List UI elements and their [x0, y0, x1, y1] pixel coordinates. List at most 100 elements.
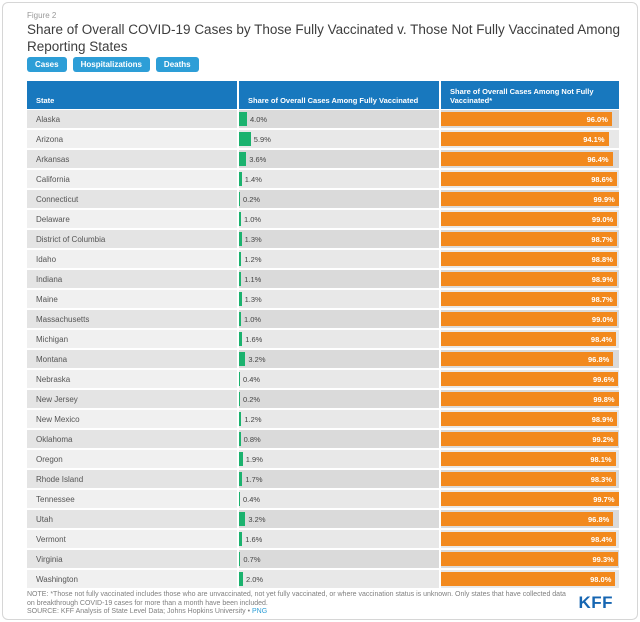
not-fully-vaccinated-bar: 98.9%	[441, 272, 617, 286]
fully-vaccinated-bar-track: 0.2%	[239, 190, 439, 208]
not-fully-vaccinated-bar-track: 99.9%	[441, 190, 619, 208]
tab-hospitalizations[interactable]: Hospitalizations	[72, 57, 150, 72]
state-name: Oregon	[27, 450, 237, 468]
state-name: Oklahoma	[27, 430, 237, 448]
state-name: District of Columbia	[27, 230, 237, 248]
table-row: Massachusetts 1.0% 99.0%	[27, 310, 619, 328]
fully-vaccinated-value: 1.0%	[244, 314, 262, 324]
fully-vaccinated-bar	[239, 272, 242, 286]
fully-vaccinated-bar	[239, 552, 241, 566]
not-fully-vaccinated-bar-track: 98.7%	[441, 230, 619, 248]
state-name: Arizona	[27, 130, 237, 148]
table-row: Delaware 1.0% 99.0%	[27, 210, 619, 228]
column-header-fully-vaccinated: Share of Overall Cases Among Fully Vacci…	[239, 81, 439, 109]
table-row: Arkansas 3.6% 96.4%	[27, 150, 619, 168]
fully-vaccinated-value: 1.4%	[244, 174, 262, 184]
table-row: Indiana 1.1% 98.9%	[27, 270, 619, 288]
not-fully-vaccinated-bar: 99.6%	[441, 372, 619, 386]
fully-vaccinated-value: 1.1%	[244, 274, 262, 284]
not-fully-vaccinated-bar: 99.9%	[441, 192, 619, 206]
tab-deaths[interactable]: Deaths	[155, 57, 199, 72]
table-row: Idaho 1.2% 98.8%	[27, 250, 619, 268]
state-name: New Jersey	[27, 390, 237, 408]
state-name: Connecticut	[27, 190, 237, 208]
state-name: Nebraska	[27, 370, 237, 388]
not-fully-vaccinated-bar: 98.7%	[441, 232, 617, 246]
state-name: Alaska	[27, 110, 237, 128]
fully-vaccinated-value: 0.2%	[243, 194, 261, 204]
not-fully-vaccinated-bar-track: 98.6%	[441, 170, 619, 188]
fully-vaccinated-bar-track: 1.1%	[239, 270, 439, 288]
fully-vaccinated-bar	[239, 512, 246, 526]
fully-vaccinated-value: 0.7%	[243, 554, 261, 564]
fully-vaccinated-bar-track: 0.4%	[239, 370, 439, 388]
not-fully-vaccinated-bar-track: 99.8%	[441, 390, 619, 408]
table-row: District of Columbia 1.3% 98.7%	[27, 230, 619, 248]
fully-vaccinated-value: 3.6%	[249, 154, 267, 164]
fully-vaccinated-value: 3.2%	[248, 514, 266, 524]
fully-vaccinated-bar-track: 1.2%	[239, 250, 439, 268]
not-fully-vaccinated-bar-track: 99.0%	[441, 310, 619, 328]
fully-vaccinated-bar	[239, 352, 246, 366]
not-fully-vaccinated-bar-track: 99.6%	[441, 370, 619, 388]
not-fully-vaccinated-bar: 98.4%	[441, 332, 617, 346]
fully-vaccinated-bar-track: 1.2%	[239, 410, 439, 428]
not-fully-vaccinated-bar-track: 99.3%	[441, 550, 619, 568]
not-fully-vaccinated-bar-track: 98.4%	[441, 530, 619, 548]
state-name: Massachusetts	[27, 310, 237, 328]
fully-vaccinated-value: 5.9%	[253, 134, 271, 144]
not-fully-vaccinated-bar: 99.3%	[441, 552, 618, 566]
fully-vaccinated-value: 1.3%	[244, 234, 262, 244]
fully-vaccinated-value: 1.9%	[245, 454, 263, 464]
not-fully-vaccinated-bar: 98.6%	[441, 172, 617, 186]
table-row: Oklahoma 0.8% 99.2%	[27, 430, 619, 448]
table-row: Maine 1.3% 98.7%	[27, 290, 619, 308]
state-name: Indiana	[27, 270, 237, 288]
table-row: Arizona 5.9% 94.1%	[27, 130, 619, 148]
fully-vaccinated-bar-track: 3.2%	[239, 350, 439, 368]
table-row: Washington 2.0% 98.0%	[27, 570, 619, 588]
fully-vaccinated-bar-track: 1.0%	[239, 210, 439, 228]
fully-vaccinated-value: 1.2%	[244, 254, 262, 264]
not-fully-vaccinated-bar: 96.0%	[441, 112, 612, 126]
fully-vaccinated-bar	[239, 572, 243, 586]
state-name: Maine	[27, 290, 237, 308]
fully-vaccinated-bar-track: 0.8%	[239, 430, 439, 448]
fully-vaccinated-bar	[239, 292, 242, 306]
fully-vaccinated-bar-track: 1.3%	[239, 290, 439, 308]
kff-logo[interactable]: KFF	[578, 593, 613, 612]
not-fully-vaccinated-bar-track: 96.8%	[441, 510, 619, 528]
fully-vaccinated-value: 0.4%	[243, 494, 261, 504]
not-fully-vaccinated-bar: 98.8%	[441, 252, 617, 266]
table-row: Connecticut 0.2% 99.9%	[27, 190, 619, 208]
not-fully-vaccinated-bar: 98.4%	[441, 532, 617, 546]
not-fully-vaccinated-bar: 99.2%	[441, 432, 618, 446]
fully-vaccinated-bar	[239, 312, 241, 326]
not-fully-vaccinated-bar: 96.8%	[441, 512, 614, 526]
not-fully-vaccinated-bar-track: 98.8%	[441, 250, 619, 268]
table-row: New Mexico 1.2% 98.9%	[27, 410, 619, 428]
fully-vaccinated-bar	[239, 192, 240, 206]
table-row: California 1.4% 98.6%	[27, 170, 619, 188]
fully-vaccinated-bar	[239, 332, 243, 346]
tab-cases[interactable]: Cases	[27, 57, 67, 72]
png-download-link[interactable]: PNG	[252, 608, 268, 615]
source-text: SOURCE: KFF Analysis of State Level Data…	[27, 608, 246, 615]
fully-vaccinated-bar	[239, 412, 242, 426]
table-row: Virginia 0.7% 99.3%	[27, 550, 619, 568]
fully-vaccinated-bar-track: 0.2%	[239, 390, 439, 408]
not-fully-vaccinated-bar: 96.4%	[441, 152, 613, 166]
fully-vaccinated-value: 2.0%	[246, 574, 264, 584]
not-fully-vaccinated-bar: 99.8%	[441, 392, 619, 406]
figure-label: Figure 2	[27, 11, 57, 20]
fully-vaccinated-value: 0.4%	[243, 374, 261, 384]
tab-bar: Cases Hospitalizations Deaths	[27, 57, 199, 72]
source-line: SOURCE: KFF Analysis of State Level Data…	[27, 608, 267, 615]
not-fully-vaccinated-bar-track: 99.7%	[441, 490, 619, 508]
fully-vaccinated-value: 0.2%	[243, 394, 261, 404]
not-fully-vaccinated-bar: 99.0%	[441, 212, 618, 226]
state-name: Vermont	[27, 530, 237, 548]
state-name: Washington	[27, 570, 237, 588]
state-name: California	[27, 170, 237, 188]
fully-vaccinated-value: 4.0%	[250, 114, 268, 124]
